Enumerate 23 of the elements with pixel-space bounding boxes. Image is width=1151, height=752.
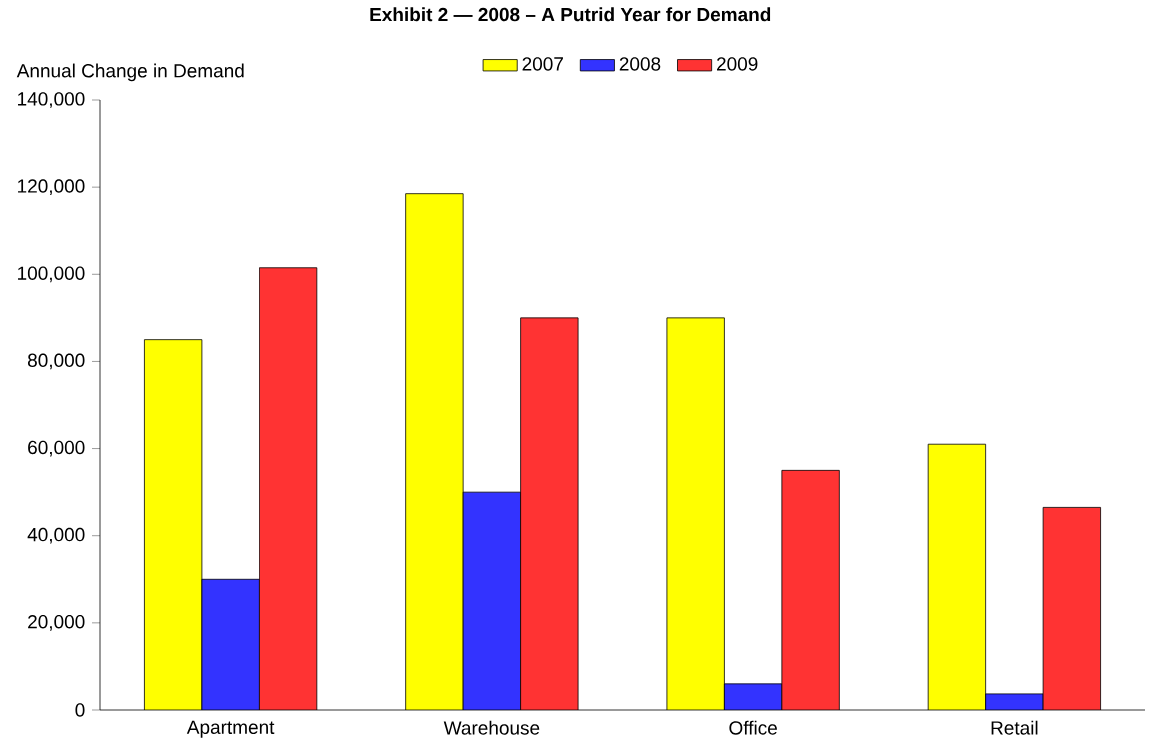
- y-tick-label: 60,000: [28, 440, 85, 457]
- y-tick-label: 100,000: [18, 266, 85, 283]
- bar: [666, 317, 725, 710]
- legend-label: 2007: [522, 57, 563, 71]
- bar: [144, 339, 202, 710]
- x-tick-label: Apartment: [186, 720, 275, 738]
- y-tick-label: 140,000: [18, 92, 85, 108]
- y-tick-label: 20,000: [28, 615, 85, 631]
- y-tick-label: 80,000: [27, 353, 85, 370]
- bar: [463, 492, 521, 710]
- x-tick-label: Retail: [991, 720, 1038, 735]
- legend-label: 2008: [619, 57, 661, 71]
- x-tick-label: Warehouse: [443, 720, 540, 735]
- bar: [201, 579, 260, 710]
- bar: [405, 193, 464, 710]
- y-tick-label: 120,000: [18, 179, 85, 196]
- y-tick-label: 0: [75, 703, 85, 717]
- chart-title: Exhibit 2 — 2008 – A Putrid Year for Demand: [370, 7, 771, 22]
- y-tick-label: 40,000: [27, 527, 85, 544]
- bar: [927, 443, 987, 710]
- x-tick-label: Office: [729, 720, 777, 735]
- y-axis-title: Annual Change in Demand: [16, 63, 244, 82]
- legend-label: 2009: [716, 57, 758, 71]
